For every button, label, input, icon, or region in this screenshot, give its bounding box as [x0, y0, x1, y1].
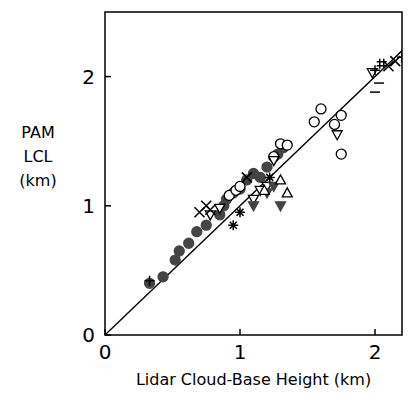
reference-line [105, 12, 402, 335]
y-tick-label: 1 [82, 194, 95, 218]
data-point [192, 227, 202, 237]
data-point [262, 162, 272, 172]
data-point [235, 181, 245, 191]
data-point [282, 140, 292, 150]
data-point [397, 52, 402, 62]
x-axis-label: Lidar Cloud-Base Height (km) [136, 370, 371, 389]
data-point [377, 59, 387, 69]
x-tick [239, 329, 241, 335]
data-point [330, 119, 340, 129]
data-point [249, 202, 259, 211]
plot-area [105, 12, 402, 335]
data-point [145, 276, 155, 286]
data-point [336, 110, 346, 120]
data-point [276, 175, 286, 184]
x-tick [374, 329, 376, 335]
data-point [336, 149, 346, 159]
data-point [309, 117, 319, 127]
data-point [332, 131, 342, 140]
data-point [242, 172, 252, 182]
data-point [374, 82, 384, 84]
data-point [201, 220, 211, 230]
data-point [235, 207, 245, 217]
y-tick [105, 76, 111, 78]
data-point [255, 172, 265, 182]
y-tick-label: 2 [82, 65, 95, 89]
data-point [215, 204, 225, 213]
data-point [370, 65, 380, 75]
y-tick-label: 0 [82, 323, 95, 347]
data-point [158, 272, 168, 282]
data-point [370, 91, 380, 93]
data-point [316, 104, 326, 114]
data-point [259, 185, 269, 194]
data-point [276, 202, 286, 211]
data-point [269, 157, 279, 166]
data-point [228, 220, 238, 230]
data-point [174, 246, 184, 256]
y-axis-label: PAMLCL(km) [19, 123, 56, 190]
x-tick-label: 2 [369, 340, 382, 364]
plot-frame [105, 12, 402, 335]
data-point [205, 205, 215, 215]
y-tick [105, 205, 111, 207]
x-tick-label: 1 [234, 340, 247, 364]
data-point [184, 238, 194, 248]
data-point [265, 172, 275, 182]
data-point [282, 188, 292, 197]
chart: 0 1 2 0 1 2 Lidar Cloud-Base Height (km) PAMLCL… [0, 0, 420, 395]
x-tick-label: 0 [99, 340, 112, 364]
